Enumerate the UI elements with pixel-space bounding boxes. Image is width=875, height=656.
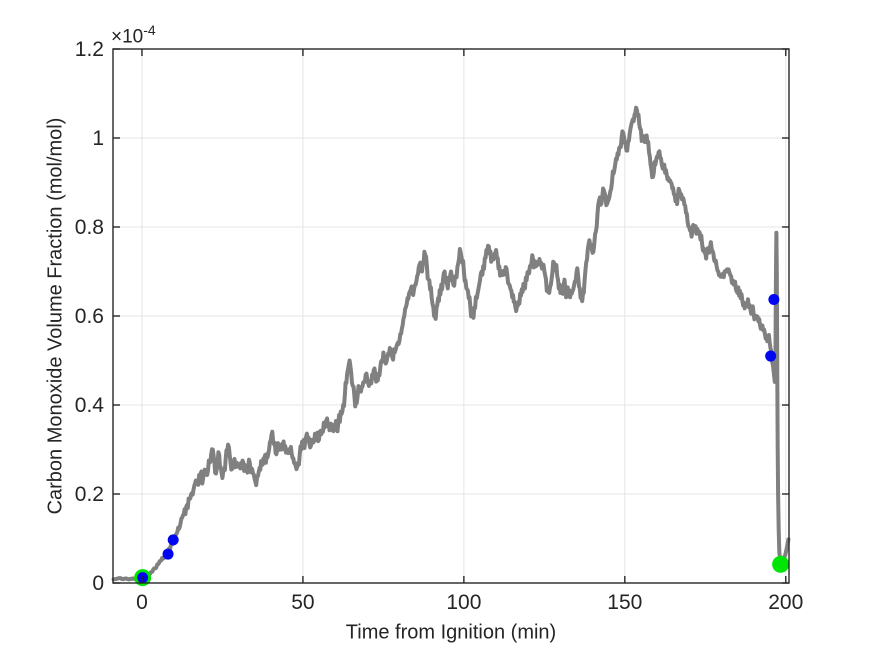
blue-event-marker [167,534,179,546]
x-tick-label: 50 [291,591,314,614]
y-tick-label: 0.2 [75,483,104,506]
x-tick-label: 100 [446,591,481,614]
co-volume-fraction-trace [111,105,791,582]
blue-event-marker [765,350,777,362]
exponent-power: -4 [143,22,156,38]
blue-event-marker [162,548,174,560]
x-tick-label: 0 [136,591,148,614]
blue-event-marker [768,294,780,306]
green-event-marker [772,555,790,573]
y-tick-label: 0.4 [75,394,105,417]
x-axis-label: Time from Ignition (min) [345,621,557,644]
y-axis-exponent-label: ×10-4 [111,22,156,48]
y-axis-label: Carbon Monoxide Volume Fraction (mol/mol… [44,117,67,515]
y-tick-label: 1 [92,127,104,150]
exponent-base: ×10 [111,26,144,48]
y-tick-label: 1.2 [75,38,104,61]
y-tick-label: 0.8 [75,216,104,239]
x-tick-label: 150 [607,591,642,614]
x-tick-label: 200 [768,591,803,614]
y-tick-label: 0.6 [75,305,104,328]
y-tick-label: 0 [92,572,104,595]
